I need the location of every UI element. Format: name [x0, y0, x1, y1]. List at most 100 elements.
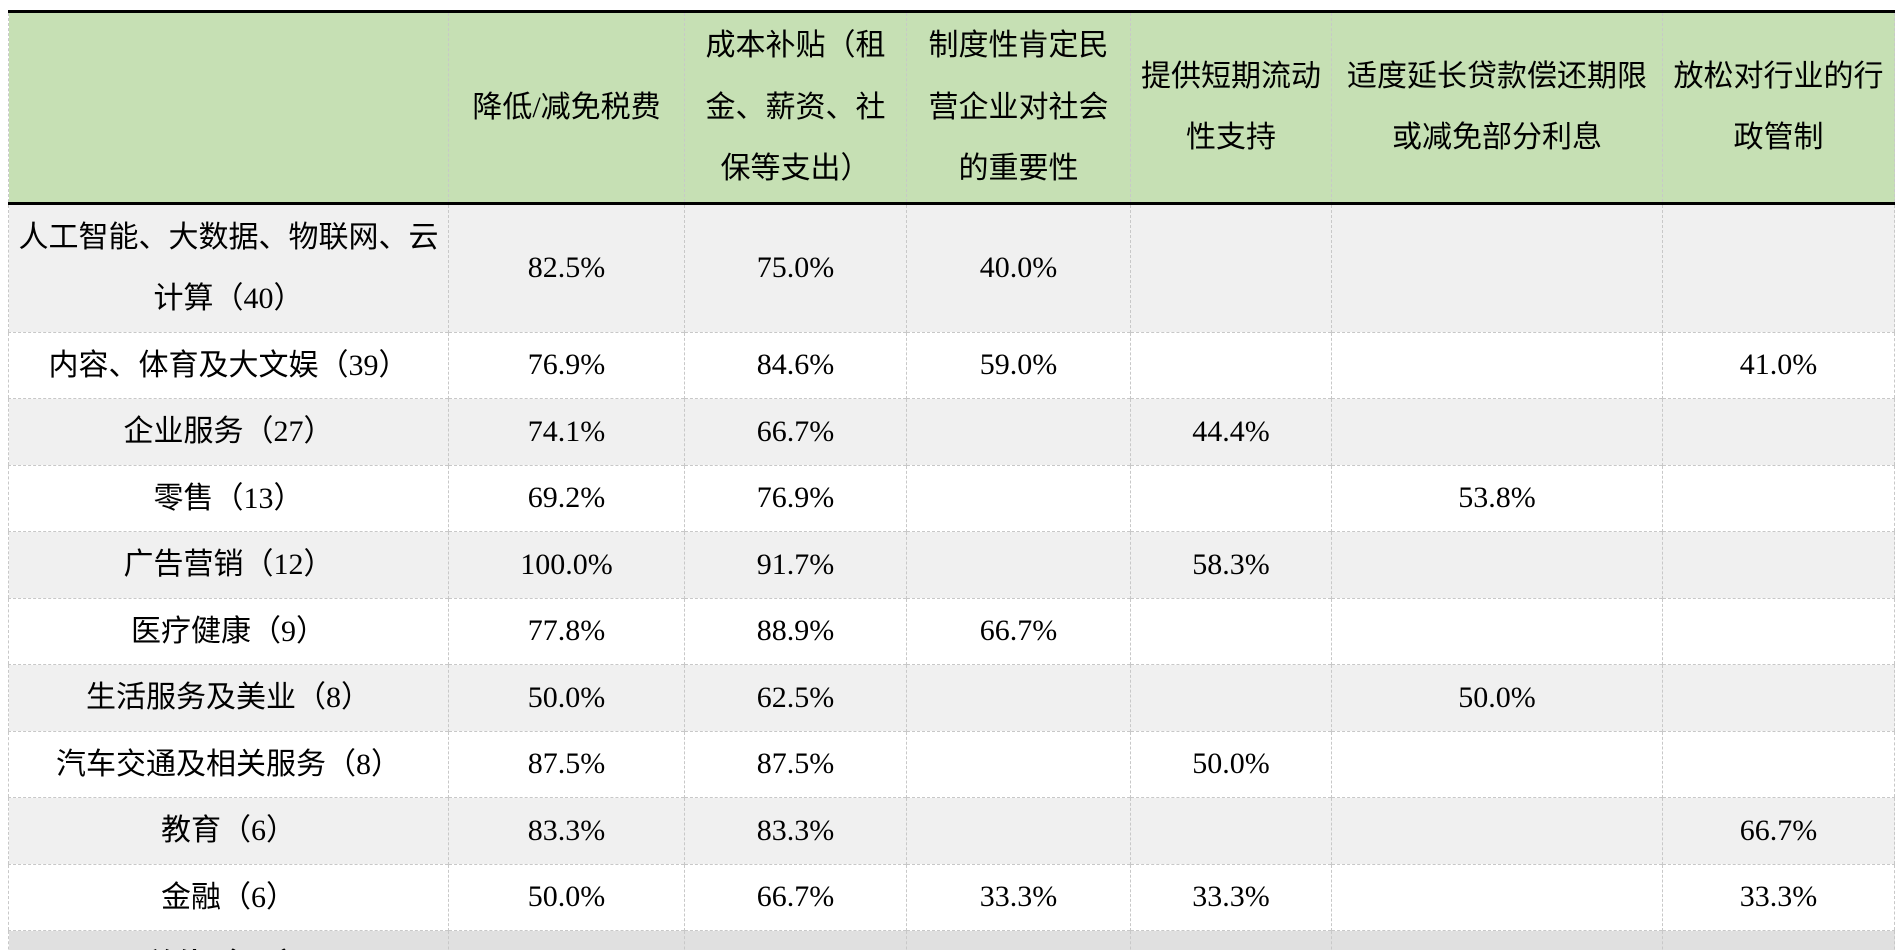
row-label: 金融（6）: [8, 863, 449, 931]
value-cell: [1331, 863, 1663, 931]
row-label: 医疗健康（9）: [8, 597, 449, 665]
value-cell: 66.7%: [906, 597, 1131, 665]
table-row: 生活服务及美业（8） 50.0% 62.5% 50.0%: [8, 664, 1895, 731]
value-cell: 50.0%: [1130, 730, 1332, 798]
value-cell: [906, 464, 1131, 532]
value-cell: 50.0%: [448, 863, 685, 931]
header-row: 降低/减免税费 成本补贴（租金、薪资、社保等支出） 制度性肯定民营企业对社会的重…: [8, 11, 1895, 205]
table-row: 人工智能、大数据、物联网、云计算（40） 82.5% 75.0% 40.0%: [8, 203, 1895, 332]
value-cell: [1130, 203, 1332, 332]
value-cell: 33.3%: [1130, 863, 1332, 931]
value-cell: 58.3%: [1130, 531, 1332, 598]
table-row: 企业服务（27） 74.1% 66.7% 44.4%: [8, 398, 1895, 465]
table-row: 内容、体育及大文娱（39） 76.9% 84.6% 59.0% 41.0%: [8, 331, 1895, 399]
table-row: 医疗健康（9） 77.8% 88.9% 66.7%: [8, 597, 1895, 665]
column-header-liquidity-support: 提供短期流动性支持: [1130, 11, 1332, 205]
row-label: 人工智能、大数据、物联网、云计算（40）: [8, 203, 449, 332]
value-cell: [906, 797, 1131, 864]
value-cell: [1662, 531, 1895, 598]
value-cell: 44.4%: [1130, 398, 1332, 465]
value-cell: [1130, 664, 1332, 731]
value-cell: 66.7%: [684, 398, 907, 465]
table-row: 零售（13） 69.2% 76.9% 53.8%: [8, 464, 1895, 532]
column-header-institutional-recognition: 制度性肯定民营企业对社会的重要性: [906, 11, 1131, 205]
table-row: 教育（6） 83.3% 83.3% 66.7%: [8, 797, 1895, 864]
value-cell: [1130, 597, 1332, 665]
value-cell: 43.3%: [906, 930, 1131, 950]
value-cell: 87.5%: [448, 730, 685, 798]
value-cell: [1130, 464, 1332, 532]
value-cell: 75.0%: [684, 203, 907, 332]
table-row: 广告营销（12） 100.0% 91.7% 58.3%: [8, 531, 1895, 598]
value-cell: 53.8%: [1331, 464, 1663, 532]
value-cell: 74.1%: [448, 398, 685, 465]
table-row: 汽车交通及相关服务（8） 87.5% 87.5% 50.0%: [8, 730, 1895, 798]
row-label: 零售（13）: [8, 464, 449, 532]
value-cell: 100.0%: [448, 531, 685, 598]
value-cell: [1663, 203, 1895, 332]
value-cell: [1331, 797, 1663, 864]
value-cell: 66.7%: [684, 863, 907, 931]
value-cell: 82.5%: [448, 203, 685, 332]
value-cell: 91.7%: [684, 531, 907, 598]
policy-support-table: 降低/减免税费 成本补贴（租金、薪资、社保等支出） 制度性肯定民营企业对社会的重…: [8, 10, 1895, 950]
value-cell: 83.3%: [684, 797, 907, 864]
value-cell: 50.0%: [1331, 664, 1663, 731]
row-label: 生活服务及美业（8）: [8, 664, 449, 731]
value-cell: 66.7%: [1662, 797, 1895, 864]
table-row: 总体（178）77.5%77.0%43.3%: [8, 930, 1895, 950]
table-row: 金融（6） 50.0% 66.7% 33.3% 33.3% 33.3%: [8, 863, 1895, 931]
value-cell: [1130, 930, 1332, 950]
value-cell: 77.0%: [684, 930, 907, 950]
value-cell: 77.5%: [448, 930, 685, 950]
value-cell: 33.3%: [906, 863, 1131, 931]
row-label: 内容、体育及大文娱（39）: [8, 331, 449, 399]
row-label: 教育（6）: [8, 797, 449, 864]
value-cell: 83.3%: [448, 797, 685, 864]
value-cell: [1331, 203, 1663, 332]
value-cell: [1662, 464, 1895, 532]
row-label: 广告营销（12）: [8, 531, 449, 598]
value-cell: 77.8%: [448, 597, 685, 665]
value-cell: 84.6%: [684, 331, 907, 399]
value-cell: 76.9%: [684, 464, 907, 532]
row-label: 企业服务（27）: [8, 398, 449, 465]
column-header-tax-reduction: 降低/减免税费: [448, 11, 685, 205]
value-cell: 76.9%: [448, 331, 685, 399]
row-label: 总体（178）: [8, 930, 449, 950]
row-label: 汽车交通及相关服务（8）: [8, 730, 449, 798]
value-cell: [1331, 331, 1663, 399]
value-cell: [906, 664, 1131, 731]
value-cell: 40.0%: [906, 203, 1131, 332]
value-cell: 33.3%: [1662, 863, 1895, 931]
value-cell: [1331, 930, 1663, 950]
column-header-industry: [8, 11, 449, 205]
column-header-loan-extension: 适度延长贷款偿还期限或减免部分利息: [1331, 11, 1663, 205]
value-cell: [1662, 597, 1895, 665]
value-cell: [1662, 930, 1895, 950]
value-cell: [906, 730, 1131, 798]
value-cell: [1662, 664, 1895, 731]
value-cell: [1331, 398, 1663, 465]
value-cell: [1130, 331, 1332, 399]
value-cell: 87.5%: [684, 730, 907, 798]
value-cell: 50.0%: [448, 664, 685, 731]
value-cell: [906, 531, 1131, 598]
value-cell: [1662, 730, 1895, 798]
value-cell: [1662, 398, 1895, 465]
value-cell: [1331, 531, 1663, 598]
value-cell: [1130, 797, 1332, 864]
value-cell: 88.9%: [684, 597, 907, 665]
value-cell: 41.0%: [1662, 331, 1895, 399]
value-cell: 69.2%: [448, 464, 685, 532]
value-cell: 59.0%: [906, 331, 1131, 399]
column-header-cost-subsidy: 成本补贴（租金、薪资、社保等支出）: [684, 11, 907, 205]
value-cell: [1331, 597, 1663, 665]
value-cell: [1331, 730, 1663, 798]
table-body: 人工智能、大数据、物联网、云计算（40） 82.5% 75.0% 40.0% 内容、体育…: [8, 203, 1895, 950]
value-cell: [906, 398, 1131, 465]
column-header-deregulation: 放松对行业的行政管制: [1662, 11, 1895, 205]
value-cell: 62.5%: [684, 664, 907, 731]
table-header: 降低/减免税费 成本补贴（租金、薪资、社保等支出） 制度性肯定民营企业对社会的重…: [8, 11, 1895, 205]
